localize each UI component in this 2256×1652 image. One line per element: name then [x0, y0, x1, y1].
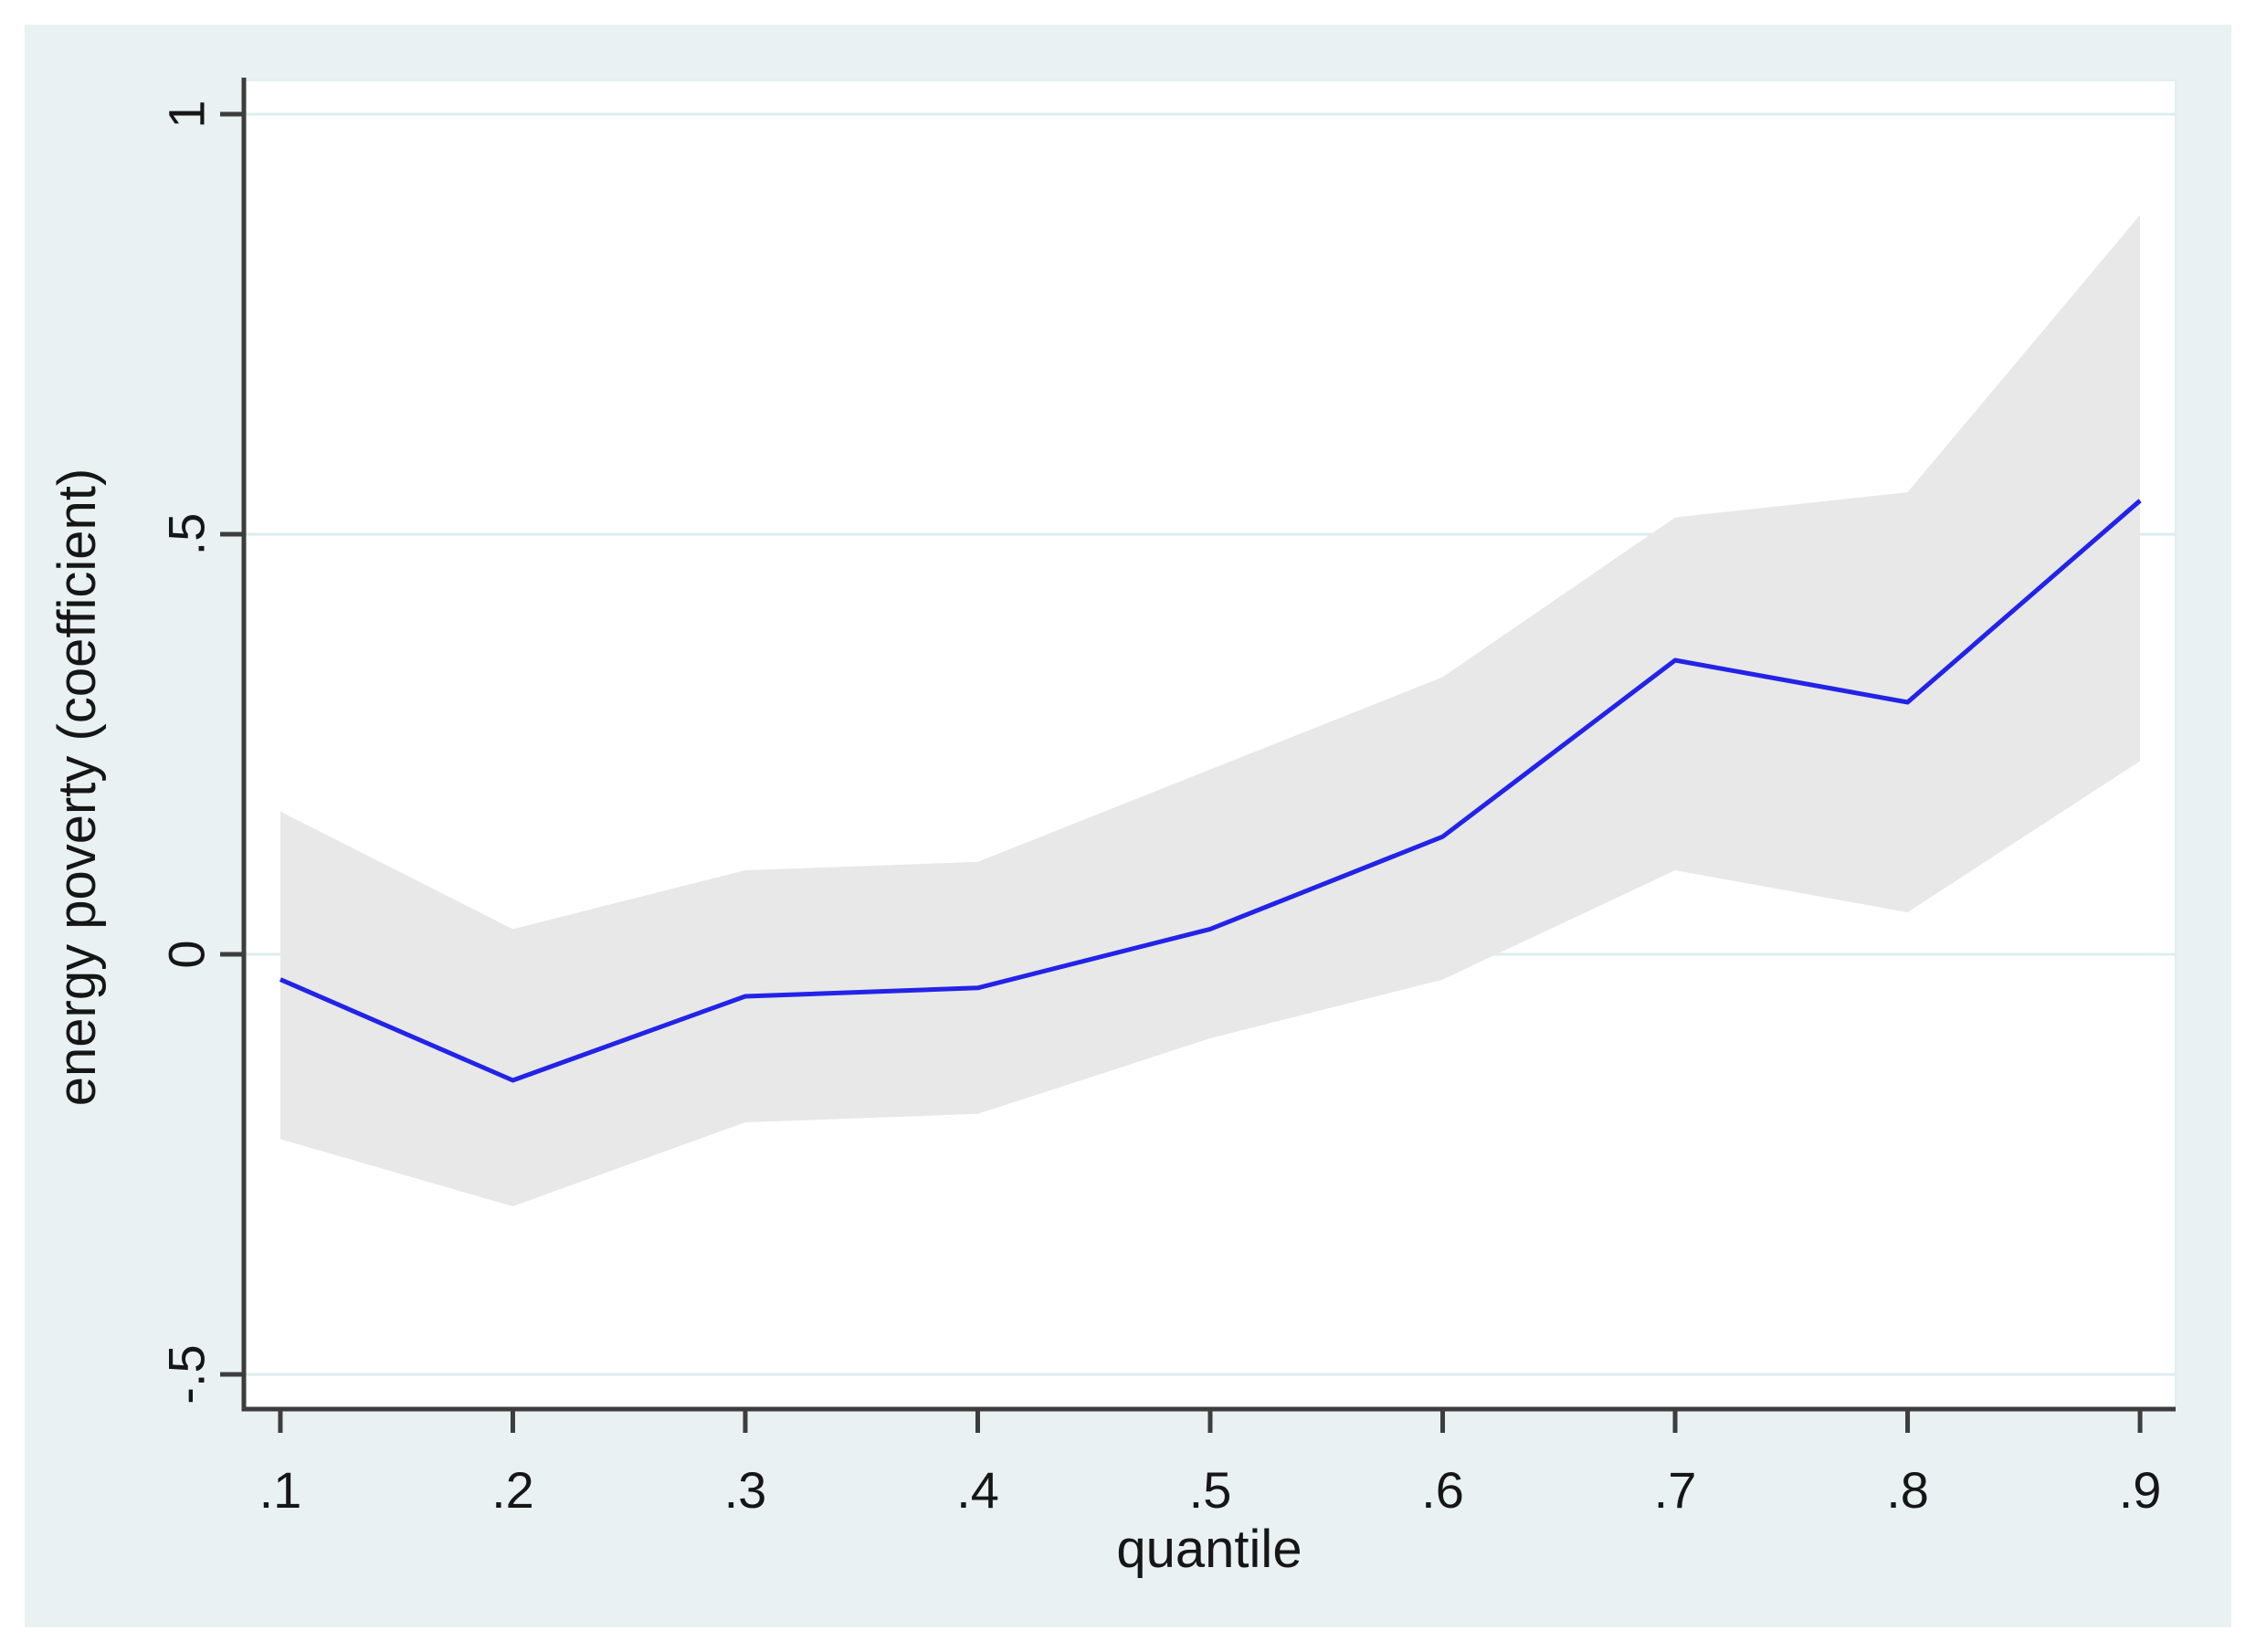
- x-tick-label: .8: [1886, 1461, 1929, 1519]
- y-axis-title: energy poverty (coefficient): [47, 468, 107, 1107]
- y-tick-label: .5: [158, 513, 216, 556]
- x-tick-label: .9: [2119, 1461, 2162, 1519]
- x-tick-label: .3: [724, 1461, 767, 1519]
- axes: [220, 78, 2176, 1433]
- confidence-band: [279, 215, 2141, 1207]
- confidence-band-group: [279, 215, 2141, 1207]
- y-tick-label: 1: [158, 100, 216, 128]
- x-tick-label: .5: [1189, 1461, 1232, 1519]
- x-tick-label: .4: [956, 1461, 999, 1519]
- coefficient-line: [279, 499, 2142, 1083]
- x-tick-labels: .1 .2 .3 .4 .5 .6 .7 .8 .9: [259, 1461, 2162, 1519]
- y-tick-label: 0: [158, 940, 216, 968]
- x-axis-title: quantile: [1116, 1520, 1302, 1579]
- x-tick-label: .7: [1654, 1461, 1697, 1519]
- x-tick-label: .2: [491, 1461, 534, 1519]
- x-tick-label: .1: [259, 1461, 302, 1519]
- coefficient-line-group: [279, 499, 2142, 1083]
- x-tick-label: .6: [1421, 1461, 1464, 1519]
- y-tick-labels: 1 .5 0 -.5: [158, 100, 216, 1404]
- y-tick-label: -.5: [158, 1344, 216, 1404]
